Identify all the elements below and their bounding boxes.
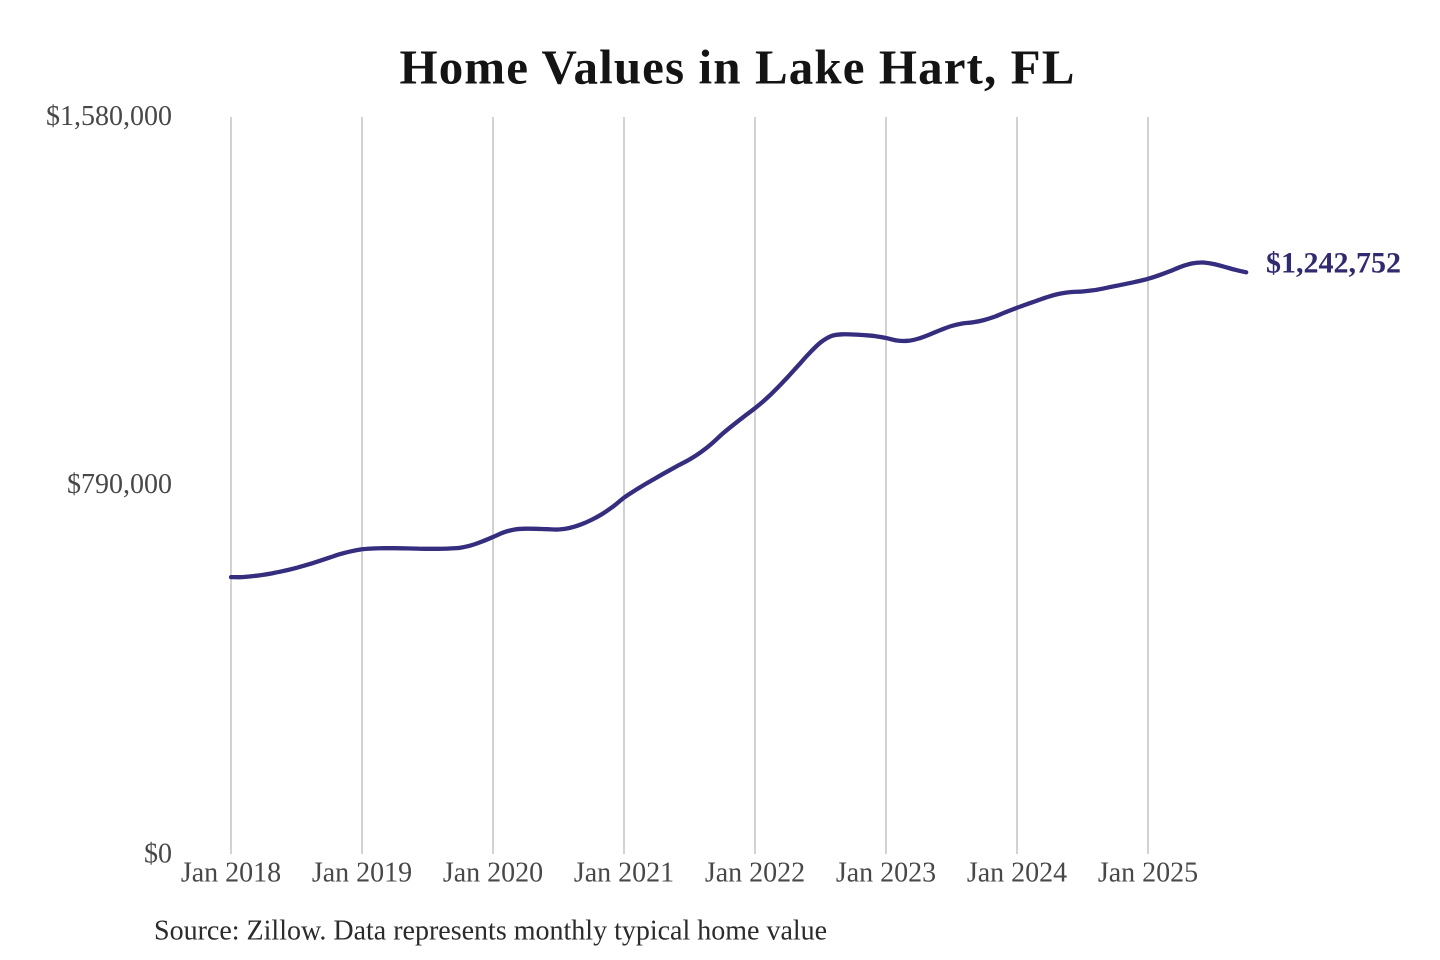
svg-text:Jan 2023: Jan 2023 <box>836 858 936 889</box>
svg-text:Home Values in Lake Hart, FL: Home Values in Lake Hart, FL <box>399 40 1075 95</box>
svg-text:Jan 2020: Jan 2020 <box>443 858 543 889</box>
svg-text:$0: $0 <box>144 839 172 870</box>
svg-text:Jan 2025: Jan 2025 <box>1098 858 1198 889</box>
svg-text:Jan 2021: Jan 2021 <box>574 858 674 889</box>
svg-text:Jan 2022: Jan 2022 <box>705 858 805 889</box>
svg-text:$790,000: $790,000 <box>67 469 172 500</box>
svg-text:Jan 2019: Jan 2019 <box>312 858 412 889</box>
svg-text:$1,242,752: $1,242,752 <box>1266 247 1401 280</box>
svg-text:Jan 2024: Jan 2024 <box>967 858 1067 889</box>
svg-text:Source: Zillow. Data represent: Source: Zillow. Data represents monthly … <box>154 916 827 947</box>
svg-text:Jan 2018: Jan 2018 <box>181 858 281 889</box>
svg-text:$1,580,000: $1,580,000 <box>46 101 172 132</box>
